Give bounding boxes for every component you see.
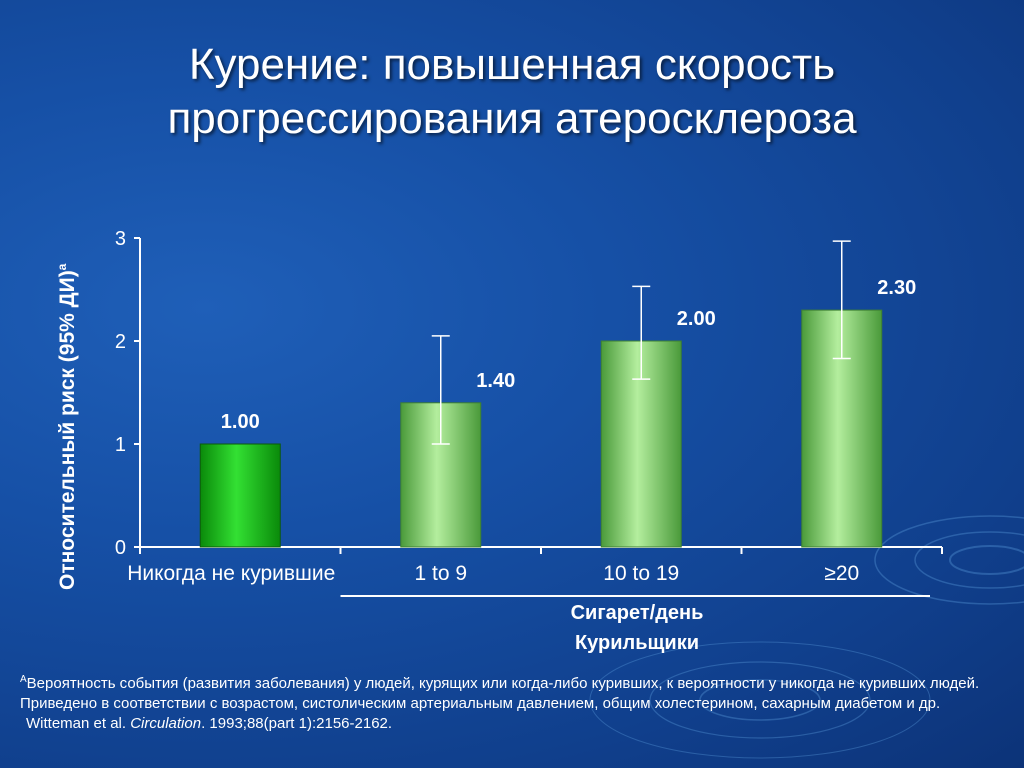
citation-authors: Witteman et al.: [26, 715, 131, 732]
footnote: AВероятность события (развития заболеван…: [20, 670, 990, 734]
x-axis-group-label-1: Сигарет/день: [570, 602, 704, 624]
x-tick-label: 1 to 9: [414, 562, 467, 585]
data-label: 1.40: [476, 370, 515, 392]
data-label: 2.00: [677, 308, 716, 330]
footnote-definition: AВероятность события (развития заболеван…: [20, 670, 990, 714]
x-axis-group-label-2: Курильщики: [574, 632, 700, 654]
bar-0: [199, 443, 281, 548]
relative-risk-bar-chart: 0 1 2 3 Никогда не курившие 1 to 9 10 to 19 ≥20…: [115, 228, 916, 585]
footnote-text: Вероятность события (развития заболевани…: [20, 675, 980, 712]
y-tick-label: 3: [115, 228, 126, 250]
slide-title: Курение: повышенная скорость прогрессиро…: [167, 40, 857, 143]
citation: Witteman et al. Circulation. 1993;88(par…: [20, 714, 990, 734]
data-label: 1.00: [221, 411, 260, 433]
data-label: 2.30: [877, 277, 916, 299]
footnote-marker: A: [20, 674, 27, 685]
x-tick-label: Никогда не курившие: [127, 562, 335, 585]
citation-journal: Circulation: [130, 715, 202, 732]
x-tick-label: ≥20: [824, 562, 859, 585]
y-tick-label: 0: [115, 537, 126, 559]
x-tick-label: 10 to 19: [603, 562, 679, 585]
y-tick-label: 1: [115, 434, 126, 456]
y-tick-label: 2: [115, 331, 126, 353]
citation-details: . 1993;88(part 1):2156-2162.: [201, 715, 393, 732]
